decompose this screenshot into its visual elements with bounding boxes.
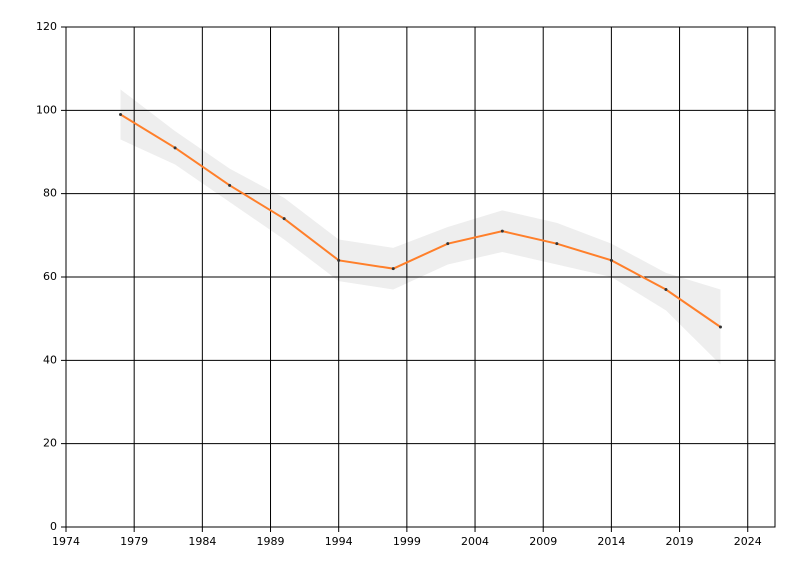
x-tick-label: 2009: [529, 535, 557, 548]
x-tick-label: 1984: [188, 535, 216, 548]
x-tick-label: 1989: [257, 535, 285, 548]
confidence-band: [120, 89, 721, 365]
marker: [555, 242, 559, 246]
marker: [446, 242, 450, 246]
y-tick-label: 120: [36, 20, 57, 33]
y-tick-label: 60: [43, 270, 57, 283]
plot-border: [65, 26, 776, 528]
x-tick-label: 2019: [666, 535, 694, 548]
line: [120, 113, 722, 328]
marker: [282, 217, 286, 221]
y-tick-label: 20: [43, 437, 57, 450]
marker: [609, 258, 613, 262]
x-tick-label: 1994: [325, 535, 353, 548]
x-tick-label: 1974: [52, 535, 80, 548]
y-tick-label: 0: [50, 520, 57, 533]
x-tick-label: 2004: [461, 535, 489, 548]
marker: [228, 183, 232, 187]
y-tick-label: 80: [43, 187, 57, 200]
x-tick-label: 2024: [734, 535, 762, 548]
marker: [119, 113, 123, 116]
marker: [718, 325, 722, 329]
x-tick-label: 1999: [393, 535, 421, 548]
marker: [337, 258, 341, 262]
y-tick-label: 40: [43, 353, 57, 366]
x-tick-label: 1979: [120, 535, 148, 548]
marker: [500, 229, 504, 233]
x-tick-label: 2014: [597, 535, 625, 548]
y-tick-label: 100: [36, 103, 57, 116]
marker: [664, 288, 668, 291]
marker: [173, 146, 177, 150]
marker: [391, 267, 395, 271]
